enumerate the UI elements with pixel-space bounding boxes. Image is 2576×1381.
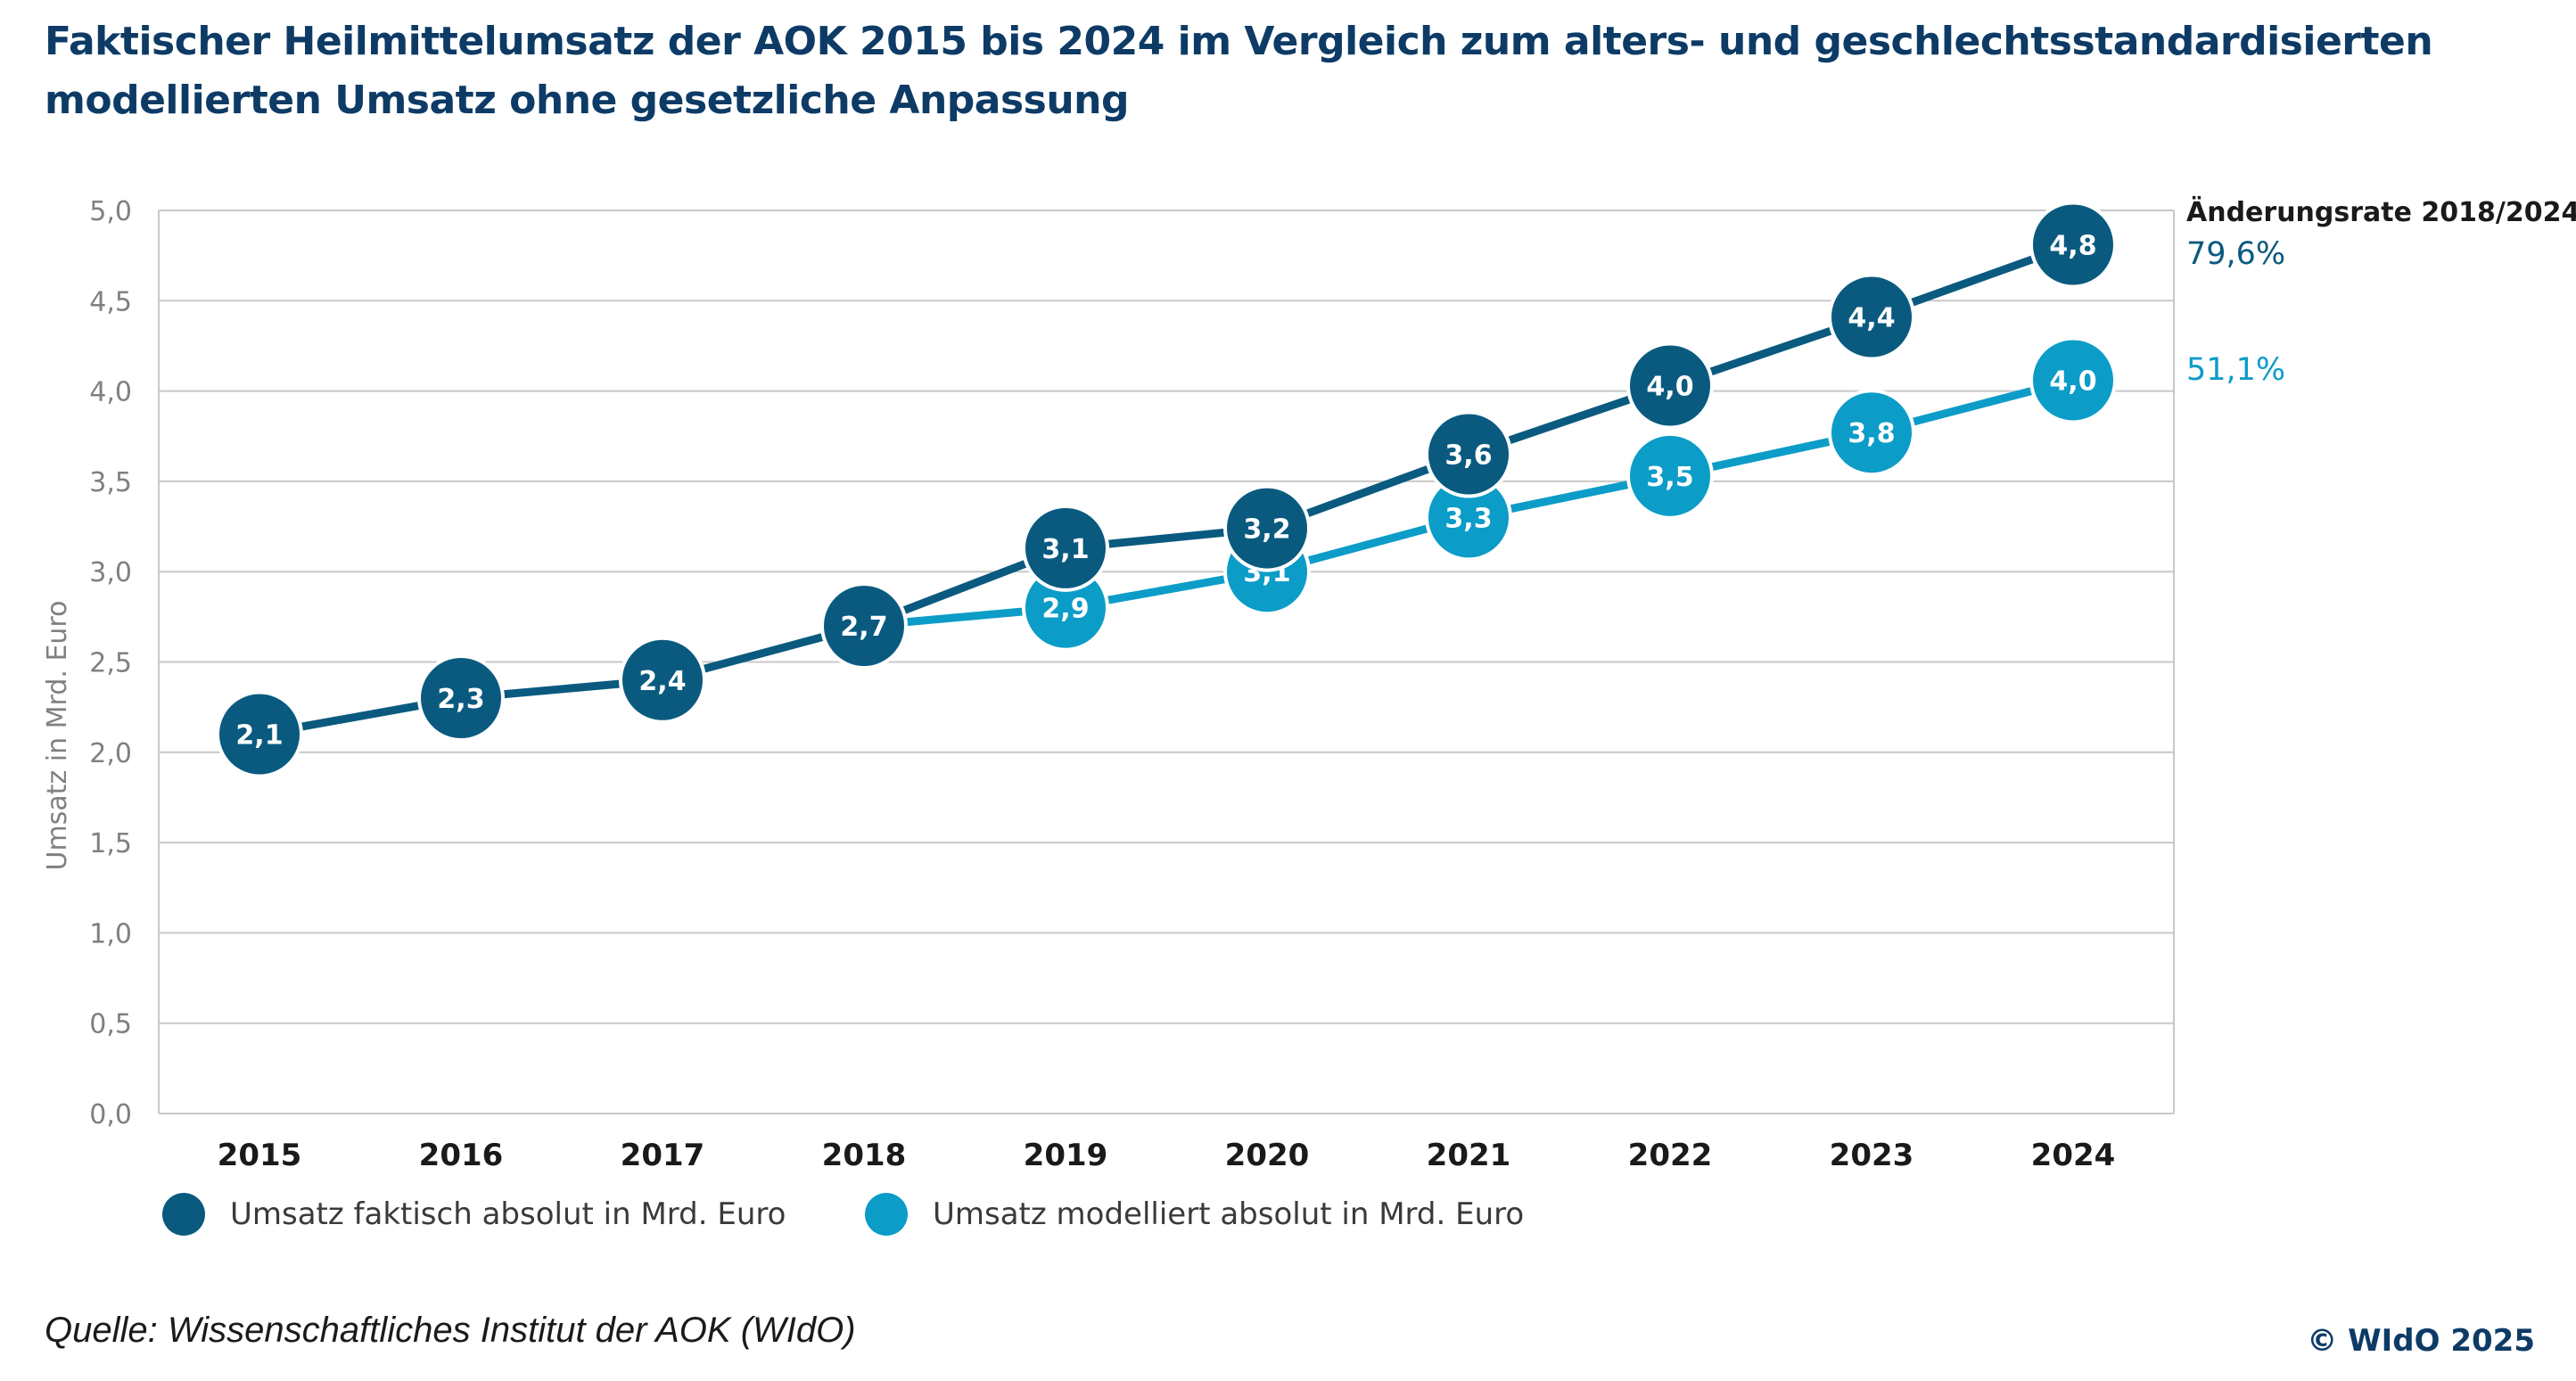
data-label-faktisch: 3,6: [1444, 440, 1492, 472]
y-tick-label: 4,0: [89, 377, 132, 408]
y-tick-label: 1,5: [89, 828, 132, 859]
x-tick-label: 2015: [218, 1138, 302, 1173]
data-point-faktisch: [1022, 504, 1109, 592]
series-lines: [255, 240, 2078, 739]
change-rate-label: Änderungsrate 2018/2024: [2186, 196, 2576, 228]
data-label-faktisch: 2,3: [437, 684, 484, 715]
data-point-faktisch: [417, 654, 505, 743]
data-point-faktisch: [2029, 201, 2117, 289]
chart-title-line-1: Faktischer Heilmittelumsatz der AOK 2015…: [45, 19, 2433, 64]
data-point-faktisch: [216, 690, 303, 778]
data-point-faktisch: [820, 581, 908, 670]
data-label-faktisch: 2,1: [235, 720, 283, 752]
y-tick-label: 1,0: [89, 918, 132, 949]
y-tick-label: 2,0: [89, 738, 132, 769]
data-label-modelliert: 3,3: [1444, 503, 1492, 534]
data-point-modelliert: [2029, 336, 2117, 424]
y-tick-label: 4,5: [89, 286, 132, 317]
data-label-faktisch: 4,4: [1848, 303, 1895, 334]
chart-title-line-2: modellierten Umsatz ohne gesetzliche Anp…: [45, 78, 1130, 123]
data-point-faktisch: [1223, 484, 1311, 572]
x-tick-label: 2019: [1024, 1138, 1108, 1173]
axis-labels: 0,0 0,5 1,0 1,5 2,0 2,5 3,0 3,5 4,0 4,5 5,0 2015 201…: [89, 196, 2115, 1173]
line-chart: 2,93,13,33,53,84,02,12,32,42,73,13,23,64…: [42, 196, 2576, 1173]
source-note: Quelle: Wissenschaftliches Institut der …: [45, 1311, 856, 1350]
x-tick-label: 2018: [822, 1138, 907, 1173]
data-label-faktisch: 4,0: [1646, 372, 1693, 403]
legend-marker-faktisch: [162, 1193, 205, 1236]
data-label-faktisch: 3,2: [1243, 514, 1290, 546]
axes: [158, 210, 2175, 1114]
chart-title: Faktischer Heilmittelumsatz der AOK 2015…: [45, 12, 2452, 130]
data-label-modelliert: 3,5: [1646, 462, 1693, 493]
copyright-note: © WIdO 2025: [2307, 1323, 2535, 1359]
data-point-faktisch: [619, 636, 706, 724]
data-label-modelliert: 4,0: [2049, 366, 2096, 397]
legend-item-faktisch: Umsatz faktisch absolut in Mrd. Euro: [162, 1193, 786, 1236]
series-markers: 2,93,13,33,53,84,02,12,32,42,73,13,23,64…: [216, 201, 2117, 778]
legend-label-faktisch: Umsatz faktisch absolut in Mrd. Euro: [230, 1196, 786, 1232]
x-tick-label: 2023: [1830, 1138, 1914, 1173]
data-label-faktisch: 2,4: [638, 666, 686, 697]
series-line-faktisch: [255, 240, 2078, 739]
grid-lines: [159, 210, 2174, 1114]
data-label-faktisch: 2,7: [840, 612, 887, 643]
data-label-modelliert: 3,8: [1848, 418, 1895, 449]
y-tick-label: 5,0: [89, 196, 132, 227]
x-tick-label: 2022: [1628, 1138, 1713, 1173]
data-point-faktisch: [1425, 410, 1512, 498]
y-tick-label: 3,5: [89, 467, 132, 498]
y-tick-label: 3,0: [89, 557, 132, 588]
y-tick-label: 0,0: [89, 1099, 132, 1130]
change-rate-modelliert: 51,1%: [2186, 352, 2285, 388]
data-label-modelliert: 2,9: [1041, 594, 1089, 625]
data-label-faktisch: 3,1: [1041, 534, 1089, 565]
x-tick-label: 2024: [2031, 1138, 2116, 1173]
x-tick-label: 2021: [1427, 1138, 1511, 1173]
x-tick-label: 2017: [621, 1138, 705, 1173]
y-tick-label: 2,5: [89, 648, 132, 679]
legend-label-modelliert: Umsatz modelliert absolut in Mrd. Euro: [933, 1196, 1525, 1232]
x-tick-label: 2020: [1225, 1138, 1310, 1173]
data-point-modelliert: [1626, 432, 1714, 520]
legend-item-modelliert: Umsatz modelliert absolut in Mrd. Euro: [865, 1193, 1524, 1236]
legend-marker-modelliert: [865, 1193, 908, 1236]
y-axis-label: Umsatz in Mrd. Euro: [42, 601, 73, 871]
x-tick-label: 2016: [419, 1138, 504, 1173]
data-label-faktisch: 4,8: [2049, 230, 2096, 261]
change-rate-faktisch: 79,6%: [2186, 236, 2285, 272]
data-point-modelliert: [1828, 389, 1915, 477]
data-point-faktisch: [1828, 273, 1915, 361]
y-tick-label: 0,5: [89, 1009, 132, 1040]
data-point-faktisch: [1626, 341, 1714, 430]
